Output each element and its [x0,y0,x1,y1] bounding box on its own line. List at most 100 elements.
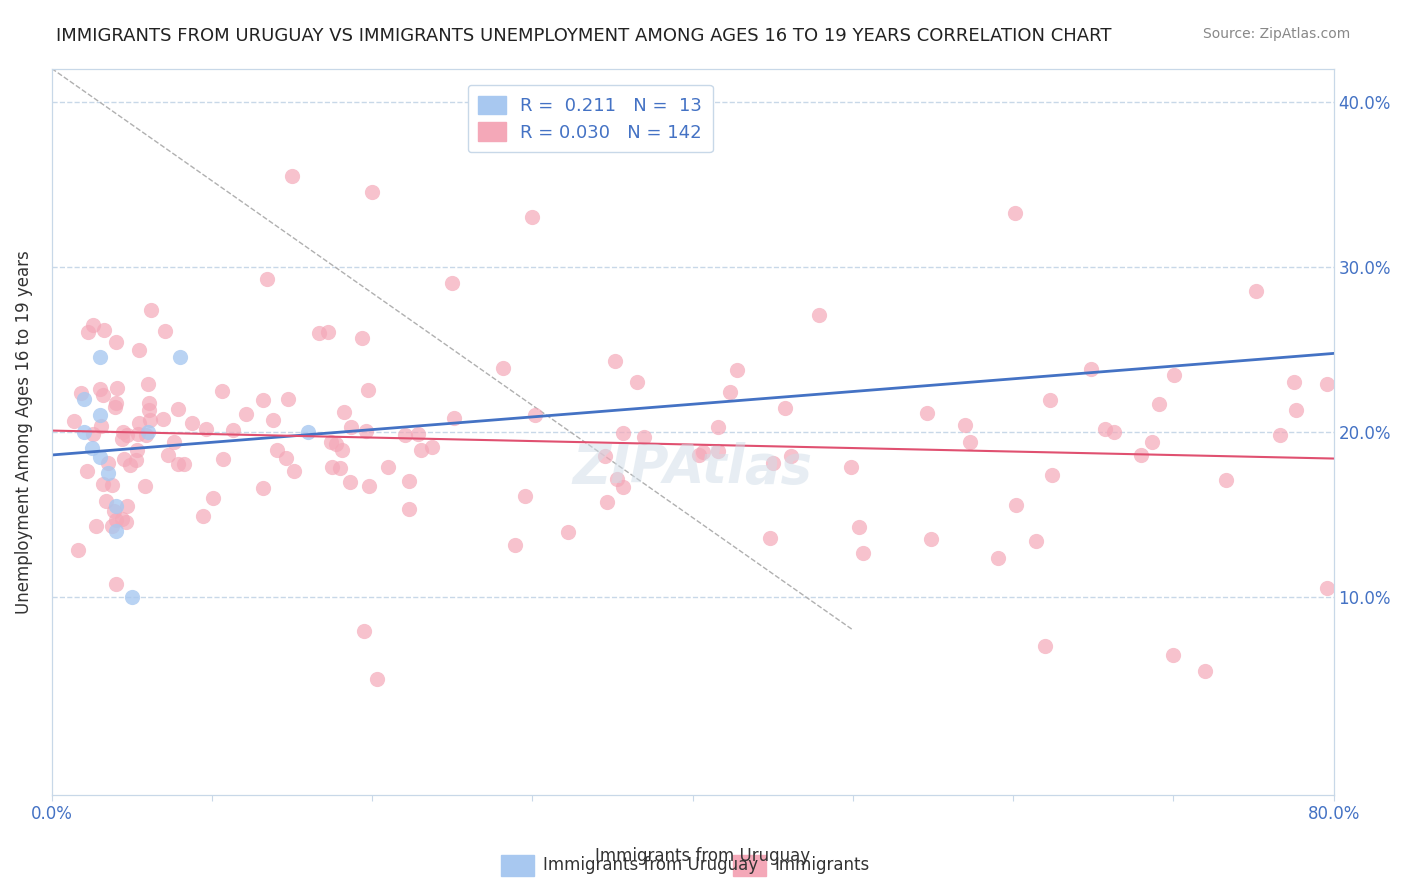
Point [688,448,710,462]
Point [138,396,160,410]
Point [125,453,148,467]
Text: Immigrants from Uruguay: Immigrants from Uruguay [543,856,758,874]
Point [357,383,380,397]
Point [353,624,375,639]
Point [84,519,107,533]
Point [398,501,420,516]
Point [139,302,162,317]
Point [612,481,634,495]
Point [773,401,796,416]
Point [134,479,156,493]
Point [89,351,111,365]
Point [420,440,443,454]
Point [1004,205,1026,219]
Point [612,425,634,440]
Point [707,444,730,458]
Point [89,450,111,464]
Point [633,430,655,444]
Point [235,407,257,421]
Point [211,384,233,398]
Point [167,457,190,471]
Point [104,396,127,410]
Point [394,428,416,442]
Point [1130,448,1153,462]
Point [73,392,96,406]
Point [115,516,138,530]
Point [1163,368,1185,383]
Point [112,425,135,439]
Point [523,408,546,422]
Point [128,343,150,358]
Point [1194,664,1216,678]
Point [1033,640,1056,654]
Point [252,481,274,495]
Point [359,478,381,492]
Point [720,385,742,400]
Point [987,551,1010,566]
Point [1005,498,1028,512]
Point [166,401,188,416]
Point [1246,284,1268,298]
Point [626,375,648,389]
Point [117,427,139,442]
Point [173,457,195,471]
Point [325,437,347,451]
Point [503,538,526,552]
Point [266,442,288,457]
Point [104,335,127,350]
Text: Source: ZipAtlas.com: Source: ZipAtlas.com [1202,27,1350,41]
Point [408,426,430,441]
Point [352,330,374,344]
Point [727,362,749,376]
Point [69,385,91,400]
Point [80,442,103,456]
Point [1102,425,1125,439]
Bar [733,855,766,876]
Point [89,382,111,396]
Point [443,411,465,425]
Point [328,461,350,475]
Point [121,590,143,604]
Point [780,449,803,463]
Point [606,472,628,486]
Point [1039,392,1062,407]
Point [111,511,134,525]
Point [195,421,218,435]
Point [180,416,202,430]
Point [252,392,274,407]
Point [1285,403,1308,417]
Point [262,412,284,426]
Point [319,435,342,450]
Point [63,414,86,428]
Point [222,423,245,437]
Point [492,361,515,376]
Point [138,376,160,391]
Point [73,425,96,439]
Point [125,442,148,457]
Point [163,435,186,450]
Point [557,524,579,539]
Point [1025,534,1047,549]
Point [93,323,115,337]
Point [1094,422,1116,436]
Point [67,543,90,558]
Point [361,186,384,200]
Point [105,381,128,395]
Point [707,420,730,434]
Point [366,673,388,687]
Text: Immigrants from Uruguay: Immigrants from Uruguay [595,847,811,865]
Point [111,432,134,446]
Point [93,388,115,402]
Point [112,451,135,466]
Point [762,456,785,470]
Point [513,489,536,503]
Point [152,412,174,426]
Point [1284,375,1306,389]
Point [318,326,340,340]
Point [277,392,299,407]
Point [82,318,104,333]
Point [274,450,297,465]
Point [1142,435,1164,450]
Point [1147,396,1170,410]
Point [377,460,399,475]
